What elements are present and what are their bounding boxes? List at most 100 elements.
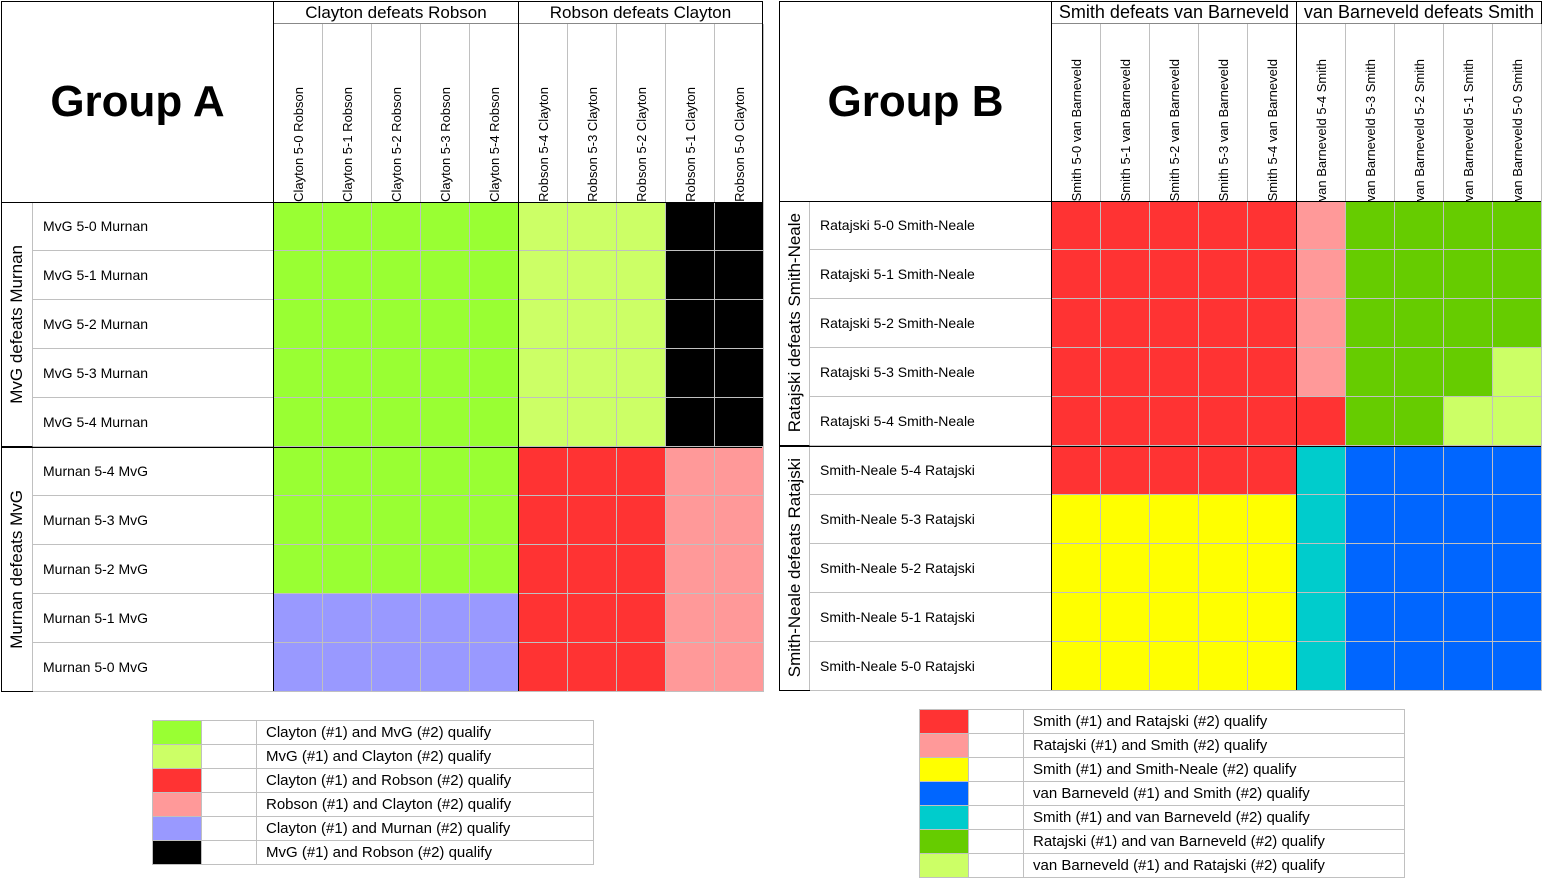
matrix-cell <box>568 496 617 545</box>
legend-row: Smith (#1) and van Barneveld (#2) qualif… <box>919 805 1405 830</box>
matrix-cell <box>1395 201 1444 250</box>
row-label: Ratajski 5-3 Smith-Neale <box>810 348 1052 397</box>
matrix-cell <box>470 643 519 692</box>
matrix-cell <box>1248 495 1297 544</box>
matrix-cell <box>1101 299 1150 348</box>
matrix-cell <box>519 398 568 447</box>
matrix-cell <box>568 398 617 447</box>
matrix-cell <box>274 300 323 349</box>
legend-spacer <box>968 781 1024 806</box>
matrix-cell <box>1444 642 1493 691</box>
matrix-cell <box>323 300 372 349</box>
column-header: van Barneveld 5-2 Smith <box>1395 24 1444 201</box>
column-header-label: Robson 5-3 Clayton <box>584 87 600 202</box>
matrix-cell <box>470 349 519 398</box>
column-header: Smith 5-0 van Barneveld <box>1052 24 1101 201</box>
group-a-title: Group A <box>2 2 274 202</box>
matrix-cell <box>1150 593 1199 642</box>
group-a-middle-divider <box>2 447 762 448</box>
matrix-cell <box>1052 201 1101 250</box>
legend-spacer <box>968 853 1024 878</box>
matrix-cell <box>372 398 421 447</box>
column-header: van Barneveld 5-1 Smith <box>1444 24 1493 201</box>
row-label: Murnan 5-1 MvG <box>33 594 274 643</box>
column-header: Robson 5-2 Clayton <box>617 24 666 202</box>
matrix-cell <box>519 545 568 594</box>
legend-spacer <box>968 829 1024 854</box>
matrix-cell <box>421 496 470 545</box>
matrix-cell <box>1101 397 1150 446</box>
matrix-cell <box>1248 250 1297 299</box>
matrix-cell <box>323 398 372 447</box>
matrix-cell <box>372 349 421 398</box>
matrix-cell <box>323 447 372 496</box>
column-header-label: van Barneveld 5-0 Smith <box>1509 58 1525 201</box>
matrix-cell <box>1346 299 1395 348</box>
matrix-cell <box>274 643 323 692</box>
column-header-label: van Barneveld 5-3 Smith <box>1362 58 1378 201</box>
column-header: Robson 5-3 Clayton <box>568 24 617 202</box>
matrix-cell <box>372 545 421 594</box>
column-header-label: Smith 5-2 van Barneveld <box>1166 58 1182 201</box>
group-b-side-top: Ratajski defeats Smith-Neale <box>780 201 810 446</box>
matrix-cell <box>1444 495 1493 544</box>
legend-swatch <box>152 840 202 865</box>
matrix-cell <box>323 251 372 300</box>
matrix-cell <box>1150 397 1199 446</box>
matrix-cell <box>274 349 323 398</box>
matrix-cell <box>519 594 568 643</box>
column-header: van Barneveld 5-0 Smith <box>1493 24 1542 201</box>
matrix-cell <box>421 643 470 692</box>
matrix-cell <box>617 594 666 643</box>
column-header: Robson 5-1 Clayton <box>666 24 715 202</box>
matrix-cell <box>1052 348 1101 397</box>
matrix-cell <box>1493 299 1542 348</box>
matrix-cell <box>1199 642 1248 691</box>
matrix-cell <box>1444 348 1493 397</box>
legend-label: Ratajski (#1) and van Barneveld (#2) qua… <box>1023 829 1405 854</box>
matrix-cell <box>1297 201 1346 250</box>
group-b-middle-divider <box>780 446 1541 447</box>
matrix-cell <box>1297 544 1346 593</box>
column-header-label: Smith 5-3 van Barneveld <box>1215 58 1231 201</box>
group-b-header-left: Smith defeats van Barneveld <box>1052 2 1297 24</box>
matrix-cell <box>1101 250 1150 299</box>
matrix-cell <box>715 447 764 496</box>
matrix-cell <box>470 251 519 300</box>
matrix-cell <box>715 594 764 643</box>
legend-spacer <box>968 805 1024 830</box>
row-label: MvG 5-1 Murnan <box>33 251 274 300</box>
matrix-cell <box>274 251 323 300</box>
matrix-cell <box>1101 201 1150 250</box>
legend-label: van Barneveld (#1) and Ratajski (#2) qua… <box>1023 853 1405 878</box>
row-label: Ratajski 5-2 Smith-Neale <box>810 299 1052 348</box>
matrix-cell <box>666 643 715 692</box>
legend-label: Clayton (#1) and MvG (#2) qualify <box>256 720 594 745</box>
matrix-cell <box>1199 544 1248 593</box>
row-label: Ratajski 5-1 Smith-Neale <box>810 250 1052 299</box>
row-label: Murnan 5-4 MvG <box>33 447 274 496</box>
matrix-cell <box>1346 250 1395 299</box>
column-header-label: Clayton 5-4 Robson <box>486 87 502 202</box>
column-header: Smith 5-3 van Barneveld <box>1199 24 1248 201</box>
row-label: MvG 5-3 Murnan <box>33 349 274 398</box>
matrix-cell <box>1150 495 1199 544</box>
legend-label: Smith (#1) and Smith-Neale (#2) qualify <box>1023 757 1405 782</box>
matrix-cell <box>1395 544 1444 593</box>
column-header: Clayton 5-2 Robson <box>372 24 421 202</box>
matrix-cell <box>617 447 666 496</box>
matrix-cell <box>715 545 764 594</box>
matrix-cell <box>568 594 617 643</box>
matrix-cell <box>1444 544 1493 593</box>
row-label: Smith-Neale 5-3 Ratajski <box>810 495 1052 544</box>
matrix-cell <box>421 447 470 496</box>
matrix-cell <box>1395 397 1444 446</box>
matrix-cell <box>617 202 666 251</box>
matrix-cell <box>470 594 519 643</box>
row-label: Smith-Neale 5-0 Ratajski <box>810 642 1052 691</box>
matrix-cell <box>1297 299 1346 348</box>
legend-label: van Barneveld (#1) and Smith (#2) qualif… <box>1023 781 1405 806</box>
matrix-cell <box>1248 201 1297 250</box>
matrix-cell <box>1297 250 1346 299</box>
matrix-cell <box>1395 348 1444 397</box>
